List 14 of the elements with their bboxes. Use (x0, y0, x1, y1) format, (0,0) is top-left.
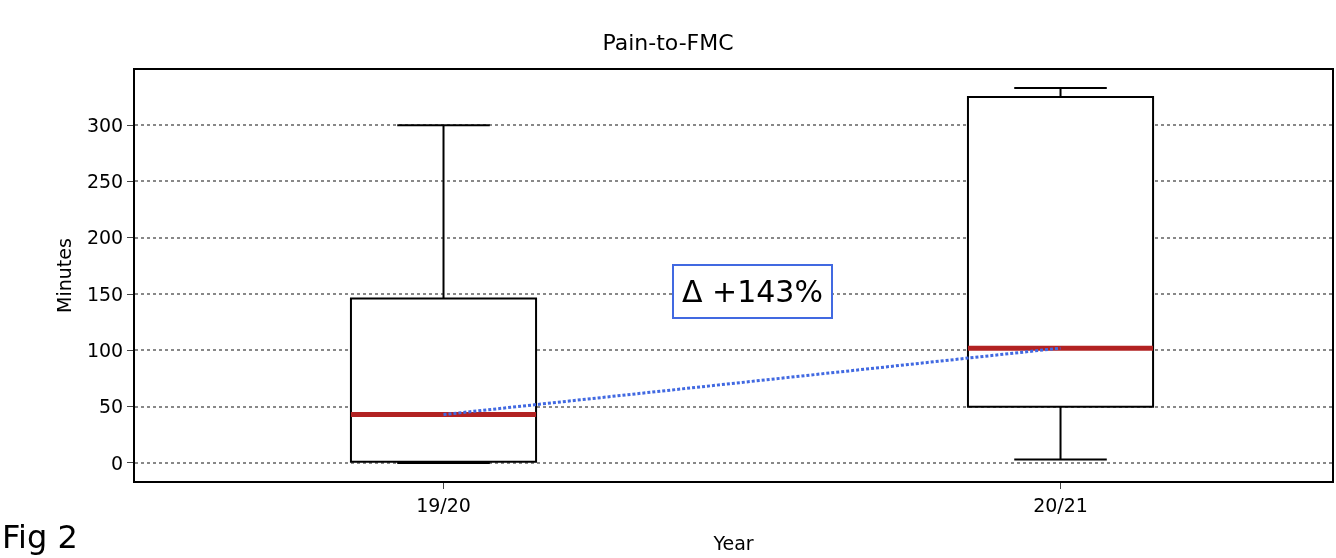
y-tick-label: 300 (86, 113, 124, 136)
chart-title: Pain-to-FMC (602, 29, 734, 55)
y-tick-label: 0 (111, 451, 124, 474)
y-axis-title: Minutes (53, 238, 76, 313)
y-tick-label: 200 (86, 226, 124, 249)
annotation: Δ +143% (682, 274, 823, 309)
x-tick-label: 19/20 (416, 493, 471, 516)
x-axis-title: Year (712, 532, 754, 555)
caption: Fig 2 (2, 518, 78, 556)
y-tick-label: 250 (86, 170, 124, 193)
y-tick-label: 100 (86, 339, 124, 362)
y-tick-label: 150 (86, 282, 124, 305)
y-tick-label: 50 (99, 395, 124, 418)
x-tick-label: 20/21 (1033, 493, 1088, 516)
